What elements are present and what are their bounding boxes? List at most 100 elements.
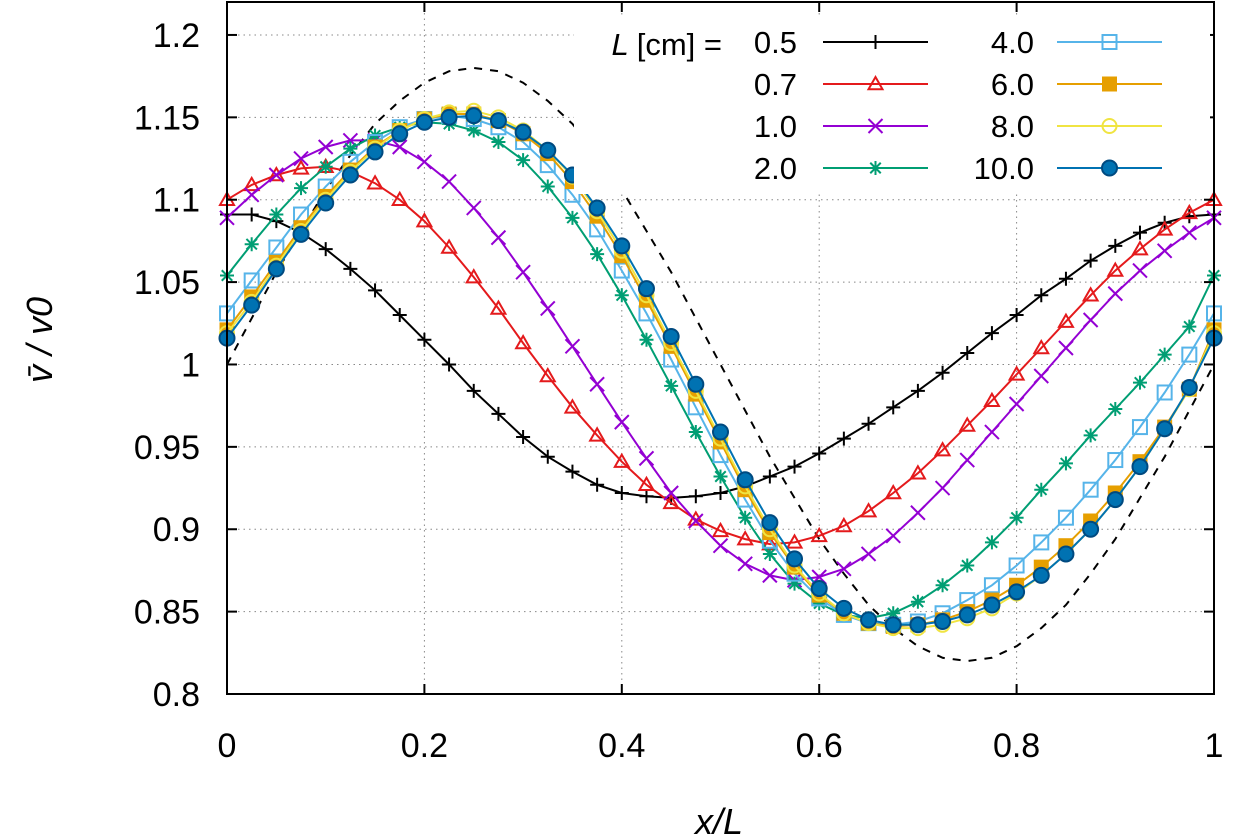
series-1.0 bbox=[219, 132, 1222, 589]
data-point bbox=[835, 516, 853, 533]
data-point bbox=[836, 561, 852, 577]
data-point bbox=[984, 424, 1000, 440]
legend-entry-6.0: 6.0 bbox=[991, 67, 1162, 102]
data-point bbox=[1008, 583, 1026, 601]
data-point bbox=[613, 262, 630, 279]
data-point bbox=[859, 502, 878, 518]
data-point bbox=[1033, 534, 1050, 551]
data-point bbox=[762, 469, 777, 484]
svg-text:v̄ / v0: v̄ / v0 bbox=[19, 297, 60, 383]
data-point bbox=[442, 357, 457, 372]
data-point bbox=[638, 450, 655, 467]
data-point bbox=[810, 526, 828, 543]
data-point bbox=[810, 580, 828, 598]
x-tick-label: 0.2 bbox=[401, 727, 448, 765]
legend-label: 0.5 bbox=[754, 25, 797, 60]
data-point bbox=[294, 181, 309, 196]
data-point bbox=[909, 464, 927, 480]
data-point bbox=[712, 538, 729, 554]
data-point bbox=[1009, 510, 1024, 525]
data-point bbox=[490, 229, 507, 246]
data-point bbox=[1132, 225, 1147, 240]
data-point bbox=[515, 264, 531, 280]
data-point bbox=[860, 546, 877, 562]
data-point bbox=[663, 485, 679, 501]
data-point bbox=[565, 210, 580, 225]
reference-curve-group bbox=[226, 66, 1215, 663]
y-tick-label: 1.1 bbox=[153, 182, 200, 220]
data-point bbox=[1131, 458, 1149, 476]
data-point bbox=[514, 334, 532, 350]
data-point bbox=[1156, 420, 1174, 438]
legend-entry-8.0: 8.0 bbox=[991, 109, 1162, 144]
data-point bbox=[958, 606, 976, 624]
data-point bbox=[860, 611, 878, 629]
data-point bbox=[589, 376, 605, 392]
data-point bbox=[242, 175, 261, 192]
series-0.5 bbox=[220, 207, 1221, 505]
data-point bbox=[958, 416, 976, 432]
data-point bbox=[1155, 220, 1174, 236]
data-point bbox=[909, 616, 927, 634]
data-point bbox=[688, 513, 704, 529]
data-point bbox=[959, 452, 975, 468]
data-point bbox=[1108, 238, 1123, 253]
data-point bbox=[1107, 452, 1124, 469]
data-point bbox=[243, 272, 260, 289]
plot-frame bbox=[226, 1, 1215, 695]
data-point bbox=[1156, 243, 1173, 259]
data-point bbox=[1082, 520, 1100, 538]
data-point bbox=[516, 153, 531, 168]
data-point bbox=[1106, 261, 1125, 277]
legend-entry-1.0: 1.0 bbox=[754, 109, 928, 144]
data-point bbox=[341, 166, 359, 184]
data-point bbox=[267, 165, 286, 182]
data-point bbox=[391, 125, 409, 143]
data-point bbox=[761, 514, 779, 532]
data-point bbox=[317, 139, 334, 155]
legend-title-var: L bbox=[611, 27, 628, 62]
data-point bbox=[687, 375, 705, 393]
x-tick-label: 1 bbox=[1205, 727, 1224, 765]
data-point bbox=[960, 558, 975, 573]
legend-label: 8.0 bbox=[991, 109, 1034, 144]
data-point bbox=[540, 300, 556, 317]
data-point bbox=[1008, 396, 1025, 412]
y-tick-label: 0.85 bbox=[134, 594, 200, 632]
data-point bbox=[910, 594, 925, 609]
data-point bbox=[1106, 491, 1124, 509]
data-point bbox=[933, 441, 952, 457]
data-point bbox=[614, 414, 630, 430]
data-point bbox=[392, 308, 407, 323]
data-point bbox=[614, 485, 629, 500]
data-point bbox=[738, 510, 753, 525]
data-point bbox=[884, 483, 902, 500]
legend-marker bbox=[868, 161, 883, 175]
data-point bbox=[1033, 368, 1049, 384]
data-point bbox=[1008, 557, 1025, 574]
data-point bbox=[415, 212, 434, 228]
data-point bbox=[491, 135, 506, 150]
x-tick-label: 0.6 bbox=[796, 727, 843, 765]
data-point bbox=[293, 150, 309, 167]
data-point bbox=[588, 199, 606, 217]
data-point bbox=[1157, 347, 1172, 362]
legend-title-unit: [cm] = bbox=[637, 27, 722, 62]
data-point bbox=[267, 260, 285, 278]
data-point bbox=[1181, 224, 1198, 241]
x-axis-title: x/L bbox=[693, 801, 743, 838]
data-point bbox=[637, 475, 656, 492]
data-point bbox=[1082, 312, 1099, 328]
data-point bbox=[392, 139, 408, 155]
data-point bbox=[664, 378, 679, 393]
x-tick-label: 0.8 bbox=[993, 727, 1040, 765]
data-point bbox=[415, 113, 433, 131]
data-point bbox=[812, 596, 827, 611]
y-axis-title-text: v̄ / v0 bbox=[19, 297, 60, 383]
legend-entry-0.5: 0.5 bbox=[754, 25, 928, 60]
data-point bbox=[835, 599, 853, 617]
data-point bbox=[564, 338, 581, 355]
data-point bbox=[662, 327, 680, 345]
data-point bbox=[269, 207, 284, 222]
